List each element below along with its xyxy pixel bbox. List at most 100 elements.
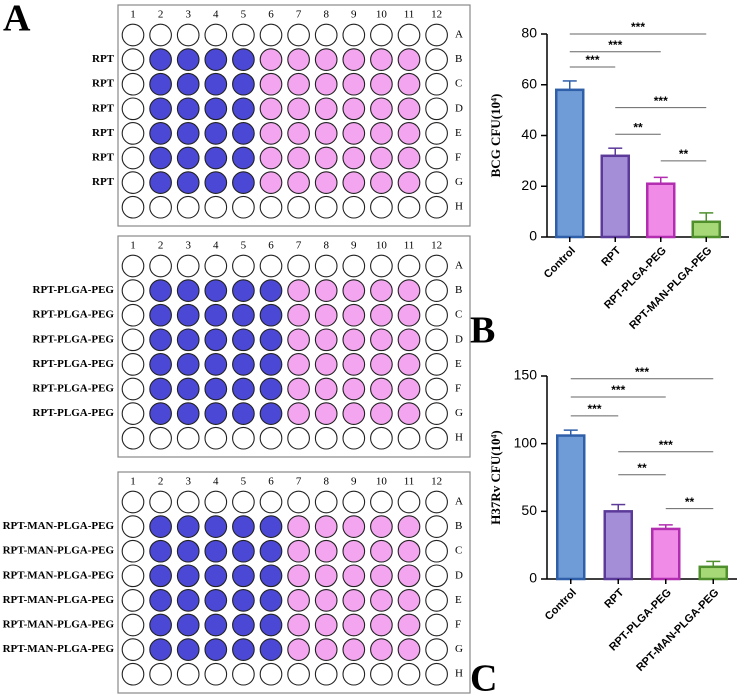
well [121,195,145,219]
well [397,662,421,686]
well [425,613,448,637]
well [342,638,366,661]
column-label: 11 [404,240,415,252]
y-tick-label: 100 [514,434,538,450]
well [204,97,228,121]
well [121,564,145,588]
well [176,72,200,96]
row-label: H [455,668,463,680]
well [342,23,366,47]
well [259,564,283,588]
well [342,402,366,425]
well [204,72,228,96]
well [370,613,393,637]
well [232,97,255,121]
well [314,589,338,612]
well [204,254,228,278]
well [287,254,310,278]
well [149,72,172,96]
well [121,23,145,47]
well [232,279,255,302]
column-label: 10 [376,476,388,488]
well [342,515,366,538]
well [287,72,310,96]
well [370,638,393,661]
y-tick-label: 20 [521,177,537,193]
well [314,490,338,514]
well [204,402,228,425]
well [342,353,366,376]
well [176,328,200,352]
well [176,254,200,278]
well [259,353,283,376]
well [232,328,255,352]
well [176,122,200,145]
significance-label: ** [637,461,647,475]
well [176,303,200,327]
well [259,328,283,352]
well [259,97,283,121]
well [397,353,421,376]
well [287,662,310,686]
well [397,23,421,47]
row-label: B [455,53,462,65]
well [370,539,393,563]
well [370,328,393,352]
row-label: G [455,643,463,655]
y-tick-label: 40 [521,126,537,142]
column-label: 6 [268,9,274,21]
well [176,515,200,538]
row-label: F [455,152,461,164]
well [287,589,310,612]
well [259,402,283,425]
well [342,539,366,563]
well [259,122,283,145]
sample-label: RPT-PLGA-PEG [33,383,115,395]
significance-label: *** [635,365,649,379]
well [176,662,200,686]
well [287,122,310,145]
well [204,48,228,71]
row-label: F [455,619,461,631]
sample-label: RPT-MAN-PLGA-PEG [3,520,115,532]
well [342,328,366,352]
well [397,195,421,219]
well [121,490,145,514]
well [176,353,200,376]
well [397,146,421,170]
well [370,515,393,538]
well [287,146,310,170]
significance-label: ** [679,147,689,161]
row-label: C [455,78,462,90]
well [204,490,228,514]
well [176,490,200,514]
well [425,254,448,278]
y-tick-label: 60 [521,75,537,91]
well [370,564,393,588]
well [342,662,366,686]
well [342,195,366,219]
well [232,539,255,563]
x-tick-label: RPT [599,244,623,268]
well [204,171,228,194]
column-label: 7 [296,240,302,252]
well [259,377,283,401]
well [204,662,228,686]
well [287,426,310,450]
x-tick-label: Control [542,245,578,281]
well [176,195,200,219]
column-label: 12 [431,240,442,252]
well [425,122,448,145]
well [425,490,448,514]
column-label: 9 [351,240,357,252]
well [397,564,421,588]
bar [555,88,585,239]
row-label: C [455,545,462,557]
column-label: 6 [268,476,274,488]
row-label: C [455,309,462,321]
column-label: 3 [185,9,191,21]
well [397,97,421,121]
column-label: 2 [158,476,164,488]
well [121,613,145,637]
